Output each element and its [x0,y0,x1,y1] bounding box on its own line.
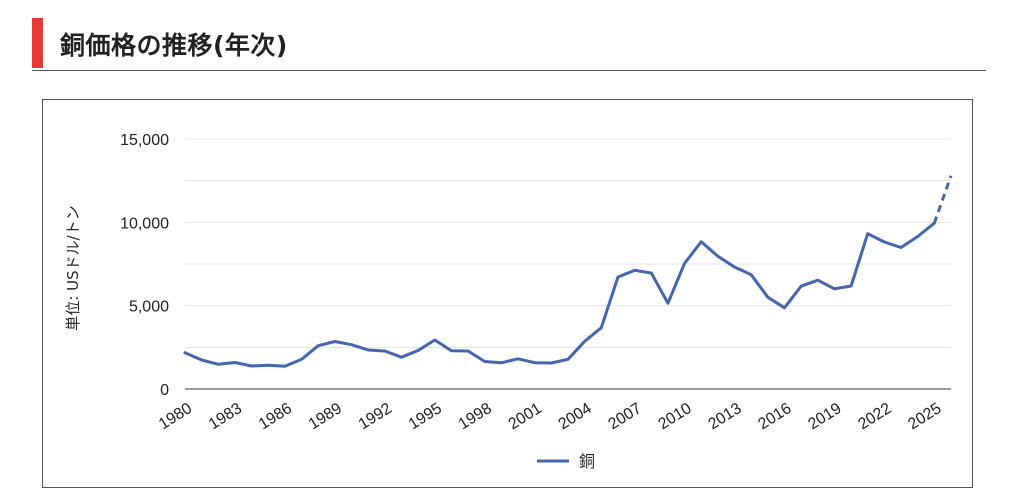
x-tick-label: 2022 [855,400,894,433]
series-line-copper [183,221,936,368]
y-tick-label: 15,000 [120,132,169,149]
section-heading: 銅価格の推移(年次) [32,16,986,71]
x-tick-label: 2007 [606,400,645,433]
x-tick-label: 2025 [905,400,944,433]
x-tick-label: 2013 [705,400,744,433]
x-tick-label: 2004 [556,400,595,433]
heading-accent-bar [32,18,43,68]
series-projection-copper [932,175,953,224]
page-title: 銅価格の推移(年次) [60,31,288,60]
axis-layer: 0 5,000 10,000 15,000 1980 1983 1986 1989 1992 19… [120,132,951,433]
x-tick-label: 2019 [805,400,844,433]
y-tick-label: 0 [160,382,169,399]
x-tick-label: 1992 [356,400,395,433]
legend-label: 銅 [579,452,595,471]
legend: 銅 [537,452,595,471]
x-tick-label: 1980 [156,400,195,433]
x-tick-label: 2016 [755,400,794,433]
chart-panel: 0 5,000 10,000 15,000 1980 1983 1986 1989 1992 19… [42,99,973,488]
y-tick-label: 5,000 [129,299,169,316]
y-tick-label: 10,000 [120,215,169,232]
x-tick-label: 1989 [306,400,345,433]
x-tick-label: 1998 [456,400,495,433]
y-axis-label: 単位: USドル/トン [64,205,82,330]
series-layer [183,175,953,368]
grid-layer [185,138,951,348]
chart-canvas: 0 5,000 10,000 15,000 1980 1983 1986 1989 1992 19… [64,132,953,471]
x-tick-label: 2001 [506,400,545,433]
x-tick-label: 1983 [206,400,245,433]
x-tick-label: 1986 [256,400,295,433]
x-tick-label: 2010 [655,400,694,433]
x-tick-label: 1995 [406,400,445,433]
